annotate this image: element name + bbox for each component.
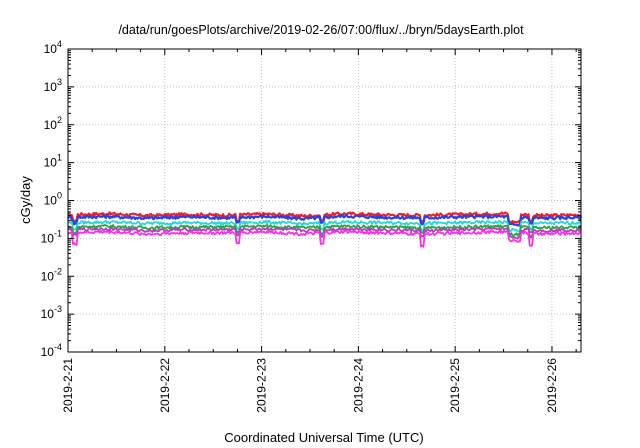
series-line xyxy=(67,219,582,233)
x-axis-label: Coordinated Universal Time (UTC) xyxy=(224,430,423,445)
series-line xyxy=(67,226,582,240)
x-tick-label: 2019-2-25 xyxy=(448,358,462,413)
grid-layer xyxy=(68,49,581,352)
y-tick-label: 10-4 xyxy=(41,342,62,359)
y-tick-label: 10-2 xyxy=(41,266,62,283)
chart-title: /data/run/goesPlots/archive/2019-02-26/0… xyxy=(118,23,524,37)
y-tick-label: 104 xyxy=(44,39,62,56)
y-tick-label: 102 xyxy=(44,115,62,132)
x-tick-label: 2019-2-26 xyxy=(545,358,559,413)
y-axis-label: cGy/day xyxy=(18,176,33,224)
x-axis: 2019-2-21 2019-2-22 2019-2-23 2019-2-24 2019… xyxy=(61,49,577,413)
plot-frame xyxy=(67,48,582,353)
y-tick-label: 101 xyxy=(44,153,62,170)
y-tick-label: 10-3 xyxy=(41,304,62,321)
x-tick-label: 2019-2-24 xyxy=(351,358,365,413)
x-tick-label: 2019-2-23 xyxy=(255,358,269,413)
series-layer xyxy=(67,211,583,248)
x-tick-label: 2019-2-21 xyxy=(61,358,75,413)
y-axis: 10-4 10-3 10-2 10-1 100 101 102 103 104 xyxy=(41,39,581,359)
y-tick-label: 103 xyxy=(44,77,62,94)
series-line xyxy=(67,229,582,248)
y-tick-label: 10-1 xyxy=(41,228,62,245)
y-tick-label: 100 xyxy=(44,191,62,208)
series-line xyxy=(67,213,583,227)
x-tick-label: 2019-2-22 xyxy=(158,358,172,413)
series-line xyxy=(67,223,582,237)
